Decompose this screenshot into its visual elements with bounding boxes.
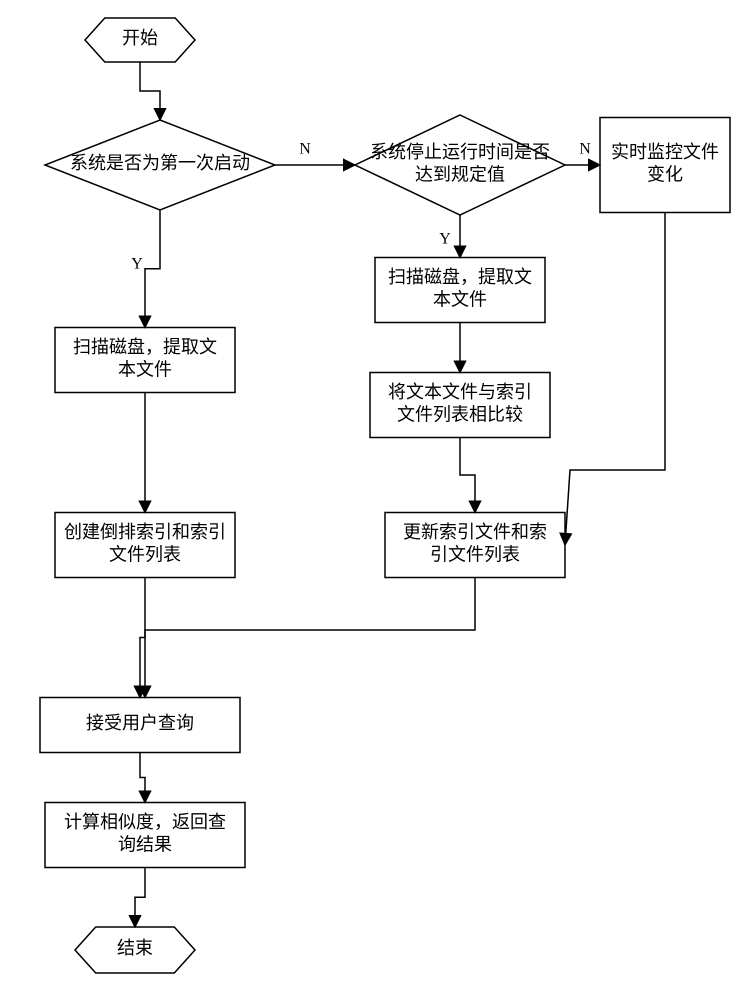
node-p_create-label: 创建倒排索引和索引 — [64, 522, 226, 542]
node-end-label: 结束 — [117, 938, 153, 958]
node-p_upd: 更新索引文件和索引文件列表 — [385, 513, 565, 578]
node-p_mon-label: 变化 — [647, 164, 683, 184]
node-p_create-label: 文件列表 — [109, 544, 181, 564]
node-p_upd-label: 更新索引文件和索 — [403, 522, 547, 542]
node-p_query-label: 接受用户查询 — [86, 713, 194, 733]
node-p_create: 创建倒排索引和索引文件列表 — [55, 513, 235, 578]
node-p_mon: 实时监控文件变化 — [600, 118, 730, 213]
node-start-label: 开始 — [122, 28, 158, 48]
node-p_cmp-label: 将文本文件与索引 — [388, 382, 532, 402]
node-p_sim-label: 询结果 — [118, 834, 172, 854]
node-p_scan2-label: 扫描磁盘，提取文 — [388, 267, 532, 287]
node-p_query: 接受用户查询 — [40, 698, 240, 753]
node-p_sim-label: 计算相似度，返回查 — [64, 812, 226, 832]
node-p_upd-label: 引文件列表 — [430, 544, 520, 564]
node-d2-label: 系统停止运行时间是否 — [370, 142, 550, 162]
node-p_scan2: 扫描磁盘，提取文本文件 — [375, 258, 545, 323]
edge-label-d2-p_scan2: Y — [439, 231, 451, 248]
node-start: 开始 — [85, 18, 195, 62]
node-p_cmp: 将文本文件与索引文件列表相比较 — [370, 373, 550, 438]
node-p_sim: 计算相似度，返回查询结果 — [45, 803, 245, 868]
node-end: 结束 — [75, 927, 195, 973]
node-p_scan1-label: 扫描磁盘，提取文 — [73, 337, 217, 357]
node-p_cmp-label: 文件列表相比较 — [397, 404, 523, 424]
node-d2-label: 达到规定值 — [415, 164, 505, 184]
node-p_mon-label: 实时监控文件 — [611, 142, 719, 162]
node-p_scan1-label: 本文件 — [118, 359, 172, 379]
node-p_scan1: 扫描磁盘，提取文本文件 — [55, 328, 235, 393]
edge-label-d2-p_mon: N — [579, 141, 591, 158]
node-d1-label: 系统是否为第一次启动 — [70, 153, 250, 173]
edge-label-d1-p_scan1: Y — [131, 256, 143, 273]
edge-label-d1-d2: N — [299, 141, 311, 158]
node-p_scan2-label: 本文件 — [433, 289, 487, 309]
